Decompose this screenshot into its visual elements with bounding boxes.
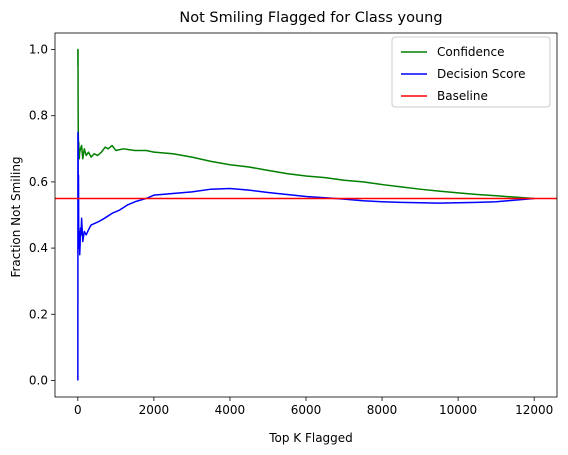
chart-title: Not Smiling Flagged for Class young bbox=[179, 10, 442, 26]
legend-label-baseline: Baseline bbox=[437, 89, 488, 103]
x-axis-label: Top K Flagged bbox=[268, 431, 353, 445]
x-tick-label: 6000 bbox=[291, 403, 322, 417]
legend: Confidence Decision Score Baseline bbox=[391, 36, 551, 108]
y-tick-label: 0.8 bbox=[29, 109, 48, 123]
y-axis-label: Fraction Not Smiling bbox=[9, 156, 23, 277]
x-tick-label: 2000 bbox=[139, 403, 170, 417]
legend-frame bbox=[391, 36, 551, 108]
y-tick-label: 0.2 bbox=[29, 307, 48, 321]
legend-label-decision-score: Decision Score bbox=[437, 67, 526, 81]
y-tick-label: 0.0 bbox=[29, 373, 48, 387]
x-tick-label: 0 bbox=[74, 403, 82, 417]
series-line-decision-score bbox=[77, 131, 535, 381]
y-tick-label: 0.6 bbox=[29, 175, 48, 189]
x-tick-label: 8000 bbox=[367, 403, 398, 417]
x-tick-label: 12000 bbox=[515, 403, 553, 417]
y-tick-label: 1.0 bbox=[29, 43, 48, 57]
legend-label-confidence: Confidence bbox=[437, 45, 504, 59]
series-line-confidence bbox=[77, 48, 535, 200]
plot-area: 0 2000 4000 6000 8000 10000 12000 0.0 0.2 0.4 0.6 0… bbox=[29, 32, 558, 417]
x-tick-label: 4000 bbox=[215, 403, 246, 417]
y-tick-label: 0.4 bbox=[29, 241, 48, 255]
x-tick-label: 10000 bbox=[439, 403, 477, 417]
